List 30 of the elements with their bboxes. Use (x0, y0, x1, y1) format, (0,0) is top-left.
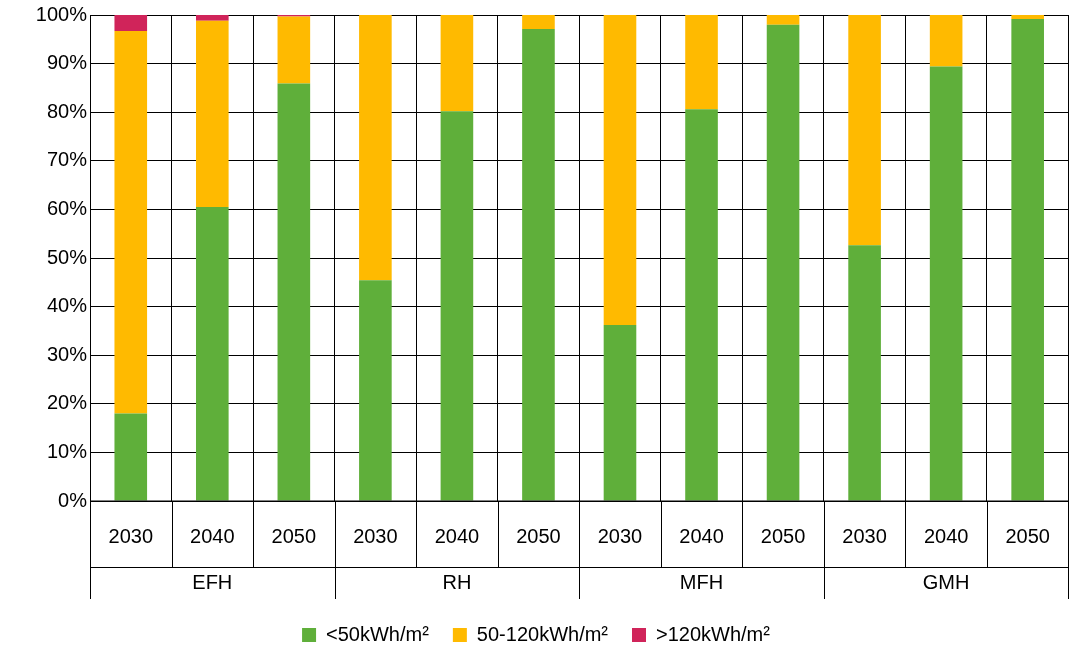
y-tick-label: 40% (46, 294, 88, 317)
y-tick-label: 100% (35, 2, 88, 25)
text: RH (442, 570, 472, 593)
text: GMH (922, 570, 970, 593)
y-tick-label: 20% (46, 391, 88, 414)
legend-label: 50-120kWh/m² (476, 622, 609, 645)
x-tick-label: 2030 (108, 524, 154, 547)
y-tick-label: 10% (46, 439, 88, 462)
x-tick-label: 2030 (353, 524, 398, 547)
x-tick-label: 2050 (271, 524, 317, 547)
x-tick-label: 2040 (923, 524, 969, 547)
y-tick-label: 70% (46, 148, 88, 171)
y-tick-label: 30% (46, 342, 88, 365)
x-tick-label: 2040 (434, 524, 480, 547)
x-tick-label: 2050 (516, 524, 561, 547)
x-tick-label: 2030 (597, 524, 643, 547)
y-tick-label: 60% (46, 196, 88, 219)
y-tick-label: 80% (46, 99, 88, 122)
legend-label: >120kWh/m² (656, 622, 771, 645)
y-tick-label: 50% (46, 245, 88, 268)
y-tick-label: 0% (58, 488, 88, 511)
x-tick-label: 2040 (679, 524, 724, 547)
x-tick-label: 2050 (760, 524, 806, 547)
text: MFH (679, 570, 724, 593)
text: EFH (192, 570, 233, 593)
x-tick-label: 2050 (1005, 524, 1050, 547)
x-tick-label: 2040 (190, 524, 235, 547)
x-tick-label: 2030 (842, 524, 887, 547)
legend-label: <50kWh/m² (326, 622, 430, 645)
y-tick-label: 90% (46, 51, 88, 74)
